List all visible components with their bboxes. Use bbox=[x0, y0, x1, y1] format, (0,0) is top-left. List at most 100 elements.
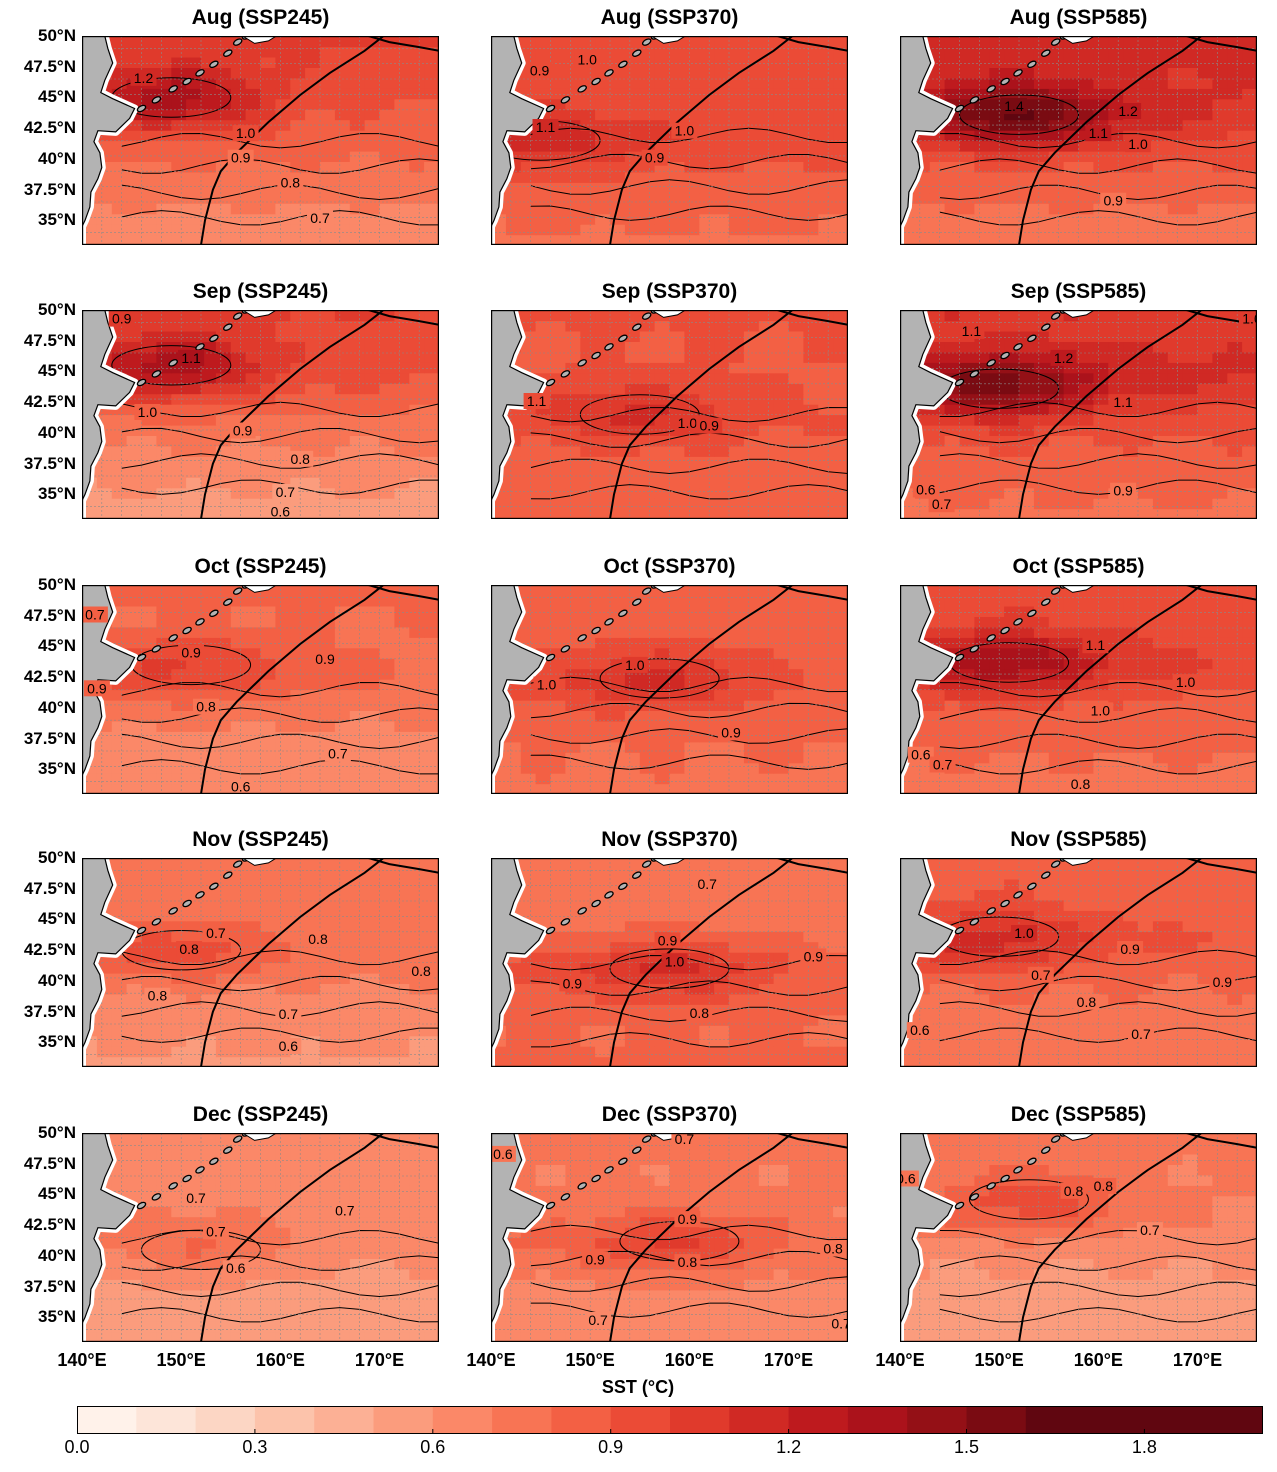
field-cell bbox=[111, 445, 128, 457]
field-cell bbox=[788, 647, 804, 659]
field-cell bbox=[788, 720, 804, 732]
field-cell bbox=[1108, 741, 1124, 753]
field-cell bbox=[1197, 171, 1213, 183]
island bbox=[969, 370, 980, 378]
field-cell bbox=[788, 362, 804, 374]
field-cell bbox=[1078, 234, 1094, 245]
field-cell bbox=[1093, 88, 1109, 100]
field-cell bbox=[260, 351, 276, 363]
field-cell bbox=[1167, 689, 1184, 701]
field-cell bbox=[379, 414, 395, 426]
field-cell bbox=[505, 783, 522, 794]
field-cell bbox=[1242, 616, 1257, 628]
field-cell bbox=[959, 445, 975, 457]
field-cell bbox=[684, 330, 700, 342]
field-cell bbox=[1123, 171, 1139, 183]
field-cell bbox=[320, 109, 336, 121]
field-cell bbox=[201, 341, 217, 353]
field-cell bbox=[334, 477, 351, 489]
field-cell bbox=[186, 585, 202, 597]
field-cell bbox=[171, 720, 187, 732]
field-cell bbox=[669, 741, 685, 753]
field-cell bbox=[334, 626, 351, 638]
field-cell bbox=[833, 498, 848, 510]
contour-label-bg bbox=[193, 698, 219, 715]
field-cell bbox=[1108, 320, 1124, 332]
field-cell bbox=[1004, 88, 1020, 100]
field-cell bbox=[669, 658, 685, 670]
field-cell bbox=[520, 699, 537, 711]
field-cell bbox=[349, 46, 366, 58]
field-cell bbox=[729, 192, 745, 204]
field-cell bbox=[929, 362, 946, 374]
field-cell bbox=[424, 699, 439, 711]
field-cell bbox=[595, 341, 611, 353]
field-cell bbox=[803, 679, 819, 691]
field-cell bbox=[320, 466, 336, 478]
field-cell bbox=[1108, 498, 1124, 510]
field-cell bbox=[171, 435, 187, 447]
field-cell bbox=[520, 234, 537, 245]
field-cell bbox=[126, 456, 143, 468]
field-cell bbox=[379, 710, 395, 722]
field-cell bbox=[230, 679, 247, 691]
panel-frame bbox=[491, 585, 848, 794]
field-cell bbox=[334, 1035, 351, 1047]
field-cell bbox=[186, 456, 202, 468]
field-cell bbox=[260, 710, 276, 722]
field-cell bbox=[1048, 67, 1065, 79]
field-cell bbox=[156, 762, 172, 774]
field-cell bbox=[424, 171, 439, 183]
field-cell bbox=[260, 741, 276, 753]
field-cell bbox=[989, 192, 1005, 204]
field-cell bbox=[944, 130, 961, 142]
field-cell bbox=[394, 498, 410, 510]
field-cell bbox=[699, 234, 715, 245]
contour-label: 1.0 bbox=[678, 415, 698, 431]
field-cell bbox=[96, 1035, 113, 1047]
field-cell bbox=[535, 341, 552, 353]
field-cell bbox=[803, 330, 819, 342]
field-cell bbox=[1242, 150, 1257, 162]
field-cell bbox=[669, 647, 685, 659]
field-cell bbox=[565, 351, 581, 363]
field-cell bbox=[290, 98, 306, 110]
field-cell bbox=[974, 192, 990, 204]
field-cell bbox=[699, 477, 715, 489]
field-cell bbox=[1019, 234, 1035, 245]
field-cell bbox=[1108, 647, 1124, 659]
field-cell bbox=[758, 393, 775, 405]
field-cell bbox=[201, 192, 217, 204]
field-cell bbox=[699, 752, 715, 764]
field-cell bbox=[1212, 508, 1228, 519]
field-cell bbox=[550, 508, 566, 519]
field-cell bbox=[171, 404, 187, 416]
field-cell bbox=[684, 626, 700, 638]
field-cell bbox=[1093, 224, 1109, 236]
field-cell bbox=[803, 424, 819, 436]
field-cell bbox=[944, 351, 961, 363]
field-cell bbox=[914, 445, 931, 457]
field-cell bbox=[111, 67, 128, 79]
field-cell bbox=[684, 616, 700, 628]
field-cell bbox=[714, 435, 730, 447]
field-cell bbox=[364, 213, 381, 225]
field-cell bbox=[215, 182, 232, 194]
field-cell bbox=[1019, 762, 1035, 774]
field-cell bbox=[1019, 182, 1035, 194]
field-cell bbox=[334, 762, 351, 774]
field-cell bbox=[424, 310, 439, 322]
field-cell bbox=[989, 351, 1005, 363]
field-cell bbox=[305, 741, 321, 753]
field-cell bbox=[186, 424, 202, 436]
field-cell bbox=[156, 637, 172, 649]
field-cell bbox=[699, 637, 715, 649]
field-cell bbox=[639, 182, 656, 194]
field-cell bbox=[535, 498, 552, 510]
field-cell bbox=[1167, 637, 1184, 649]
field-cell bbox=[729, 435, 745, 447]
field-cell bbox=[803, 699, 819, 711]
field-cell bbox=[1167, 171, 1184, 183]
field-cell bbox=[773, 341, 790, 353]
field-cell bbox=[1182, 372, 1199, 384]
